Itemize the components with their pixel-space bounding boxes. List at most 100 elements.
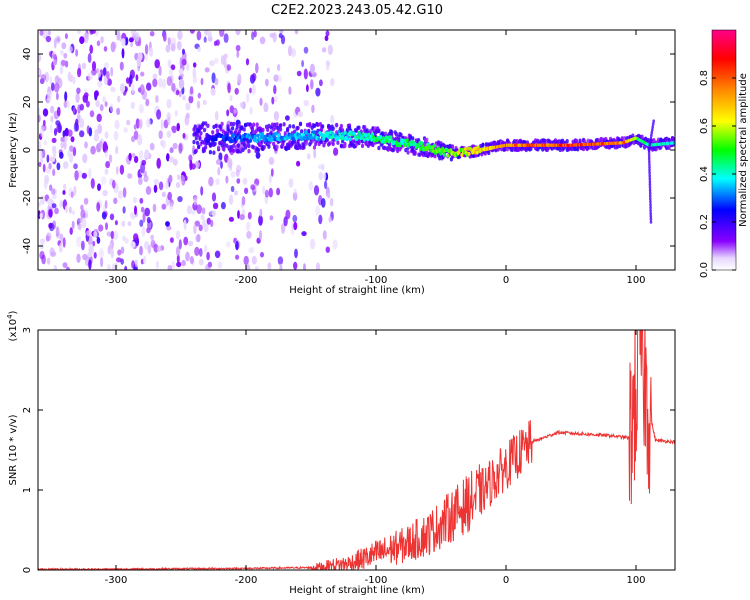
heatmap-band-cell [433, 154, 437, 159]
heatmap-band-cell [228, 148, 232, 153]
heatmap-speckle [79, 130, 85, 138]
heatmap-ridge-cell [261, 132, 264, 137]
heatmap-speckle [169, 147, 174, 154]
heatmap-speckle [176, 174, 180, 181]
heatmap-speckle [59, 49, 64, 56]
heatmap-speckle [204, 244, 208, 253]
heatmap-speckle [75, 118, 79, 127]
heatmap-speckle [89, 110, 95, 118]
heatmap-ridge-cell [370, 137, 374, 142]
heatmap-speckle [270, 168, 274, 177]
heatmap-speckle [260, 251, 264, 258]
heatmap-speckle [330, 78, 335, 87]
heatmap-speckle [130, 241, 136, 248]
heatmap-spike-cell [652, 119, 655, 123]
heatmap-speckle [72, 76, 76, 85]
heatmap-speckle [292, 191, 298, 201]
heatmap-band-cell [192, 139, 196, 145]
heatmap-speckle [176, 254, 180, 264]
heatmap-speckle [294, 30, 299, 35]
heatmap-speckle [113, 130, 119, 141]
heatmap-speckle [198, 224, 203, 232]
heatmap-speckle [110, 230, 115, 240]
snr-xtick-label: -300 [105, 575, 128, 586]
heatmap-speckle [38, 53, 42, 62]
heatmap-spike-cell [648, 194, 652, 198]
heatmap-speckle [148, 47, 154, 57]
heatmap-speckle [82, 153, 88, 164]
heatmap-speckle [294, 248, 298, 259]
heatmap-speckle [315, 205, 320, 217]
heatmap-band-cell [282, 122, 286, 127]
colorbar-label: Normalized spectral amplitude [738, 73, 749, 227]
heatmap-speckle [51, 82, 55, 91]
heatmap-speckle [38, 114, 41, 123]
heatmap-speckle [214, 110, 219, 121]
heatmap-spike-cell [648, 145, 651, 149]
heatmap-speckle [145, 186, 152, 195]
heatmap-speckle [281, 223, 286, 234]
heatmap-speckle [250, 184, 256, 191]
colorbar-tick-label: 0.8 [699, 70, 710, 86]
heatmap-band-cell [418, 152, 422, 157]
heatmap-speckle [113, 197, 118, 204]
heatmap-speckle [278, 74, 282, 83]
heatmap-speckle [42, 163, 46, 173]
heatmap-speckle [315, 262, 321, 270]
colorbar-tick-label: 0.2 [699, 214, 710, 230]
heatmap-speckle [98, 248, 104, 259]
heatmap-band-cell [215, 129, 219, 134]
heatmap-band-cell [413, 151, 417, 156]
heatmap-spike-cell [648, 142, 652, 146]
heatmap-speckle [249, 106, 253, 115]
heatmap-speckle [96, 113, 102, 123]
heatmap-speckle [47, 30, 51, 36]
heatmap-speckle [206, 217, 211, 225]
heatmap-speckle [176, 122, 180, 132]
heatmap-band-cell [565, 139, 569, 144]
heatmap-speckle [223, 33, 229, 43]
heatmap-speckle [214, 250, 221, 259]
heatmap-ridge-cell [387, 139, 391, 144]
heatmap-ridge-cell [231, 133, 235, 137]
heatmap-speckle [137, 134, 143, 146]
heatmap-band-cell [275, 122, 279, 127]
heatmap-speckle [235, 30, 241, 36]
heatmap-speckle [63, 183, 67, 191]
heatmap-speckle [77, 223, 82, 231]
heatmap-speckle [81, 240, 85, 251]
snr-ytick-label: 1 [22, 487, 33, 493]
heatmap-speckle [206, 251, 210, 261]
heatmap-speckle [126, 119, 131, 126]
heatmap-band-cell [283, 131, 287, 136]
heatmap-spike-cell [648, 188, 652, 193]
heatmap-speckle [249, 87, 252, 94]
heatmap-speckle [251, 72, 257, 82]
heatmap-speckle [93, 252, 97, 259]
heatmap-speckle [62, 190, 66, 195]
heatmap-speckle [55, 226, 60, 238]
heatmap-speckle [102, 96, 106, 103]
heatmap-speckle [301, 60, 304, 68]
heatmap-speckle [49, 123, 53, 134]
heatmap-speckle [215, 178, 220, 186]
heatmap-speckle [287, 45, 293, 57]
heatmap-ridge-cell [460, 153, 464, 158]
heatmap-band-cell [214, 123, 218, 129]
heatmap-speckle [59, 65, 64, 75]
snr-panel: -300 -200 -100 0 100 0 1 2 3 Height of straight … [6, 310, 676, 596]
heatmap-band-cell [298, 145, 303, 150]
heatmap-speckle [182, 95, 186, 101]
heatmap-speckle [311, 104, 315, 114]
heatmap-speckle [245, 58, 250, 66]
heatmap-ridge-cell [467, 151, 471, 156]
heatmap-spike-cell [649, 136, 653, 141]
heatmap-speckle [104, 131, 109, 139]
heatmap-speckle [155, 95, 159, 103]
heatmap-spike-cell [650, 130, 654, 135]
heatmap-band-cell [232, 121, 236, 127]
heatmap-speckle [234, 190, 238, 196]
heatmap-speckle [197, 46, 201, 53]
heatmap-speckle [139, 219, 144, 227]
spectrogram-xtick-label: 100 [626, 275, 645, 286]
